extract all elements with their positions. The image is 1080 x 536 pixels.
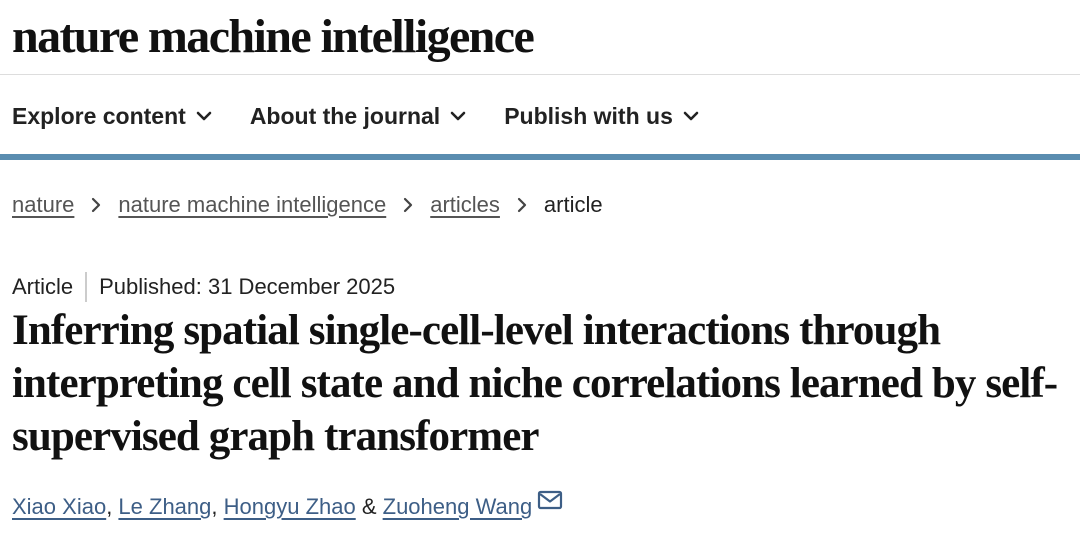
nav-about-the-journal[interactable]: About the journal: [250, 103, 468, 130]
breadcrumb-link-articles[interactable]: articles: [430, 192, 500, 217]
meta-divider: [85, 272, 88, 302]
article-meta: Article Published: 31 December 2025: [12, 270, 395, 304]
author-separator: ,: [211, 494, 224, 519]
author-link[interactable]: Xiao Xiao: [12, 494, 107, 519]
journal-logo[interactable]: nature machine intelligence: [12, 10, 535, 63]
chevron-down-icon: [196, 111, 212, 121]
author-link[interactable]: Hongyu Zhao: [223, 494, 356, 519]
article-type: Article: [12, 274, 74, 299]
breadcrumb-link-nature[interactable]: nature: [12, 192, 75, 217]
breadcrumb-current: article: [543, 192, 603, 217]
nav-explore-content[interactable]: Explore content: [12, 103, 214, 130]
envelope-icon[interactable]: [537, 489, 563, 511]
nav-label: Publish with us: [504, 102, 673, 129]
header-divider: [0, 74, 1080, 75]
chevron-down-icon: [683, 111, 699, 121]
nav-label: About the journal: [249, 102, 441, 129]
masthead[interactable]: nature machine intelligence: [12, 2, 535, 72]
chevron-right-icon: [517, 197, 527, 213]
author-separator: ,: [106, 494, 119, 519]
chevron-right-icon: [404, 197, 413, 213]
chevron-right-icon: [92, 197, 101, 213]
breadcrumb: nature nature machine intelligence artic…: [12, 188, 603, 222]
breadcrumb-link-journal[interactable]: nature machine intelligence: [118, 192, 387, 217]
nav-accent-bar: [0, 154, 1080, 160]
author-link[interactable]: Zuoheng Wang: [382, 494, 533, 519]
chevron-down-icon: [450, 111, 466, 121]
main-nav: Explore content About the journal Publis…: [12, 96, 737, 136]
author-separator: &: [355, 494, 383, 519]
author-link[interactable]: Le Zhang: [118, 494, 212, 519]
nav-label: Explore content: [12, 102, 186, 129]
article-title: Inferring spatial single-cell-level inte…: [12, 307, 1058, 460]
published-date: Published: 31 December 2025: [99, 274, 396, 299]
nav-publish-with-us[interactable]: Publish with us: [504, 103, 701, 130]
author-list: Xiao Xiao , Le Zhang , Hongyu Zhao & Zuo…: [12, 490, 563, 524]
